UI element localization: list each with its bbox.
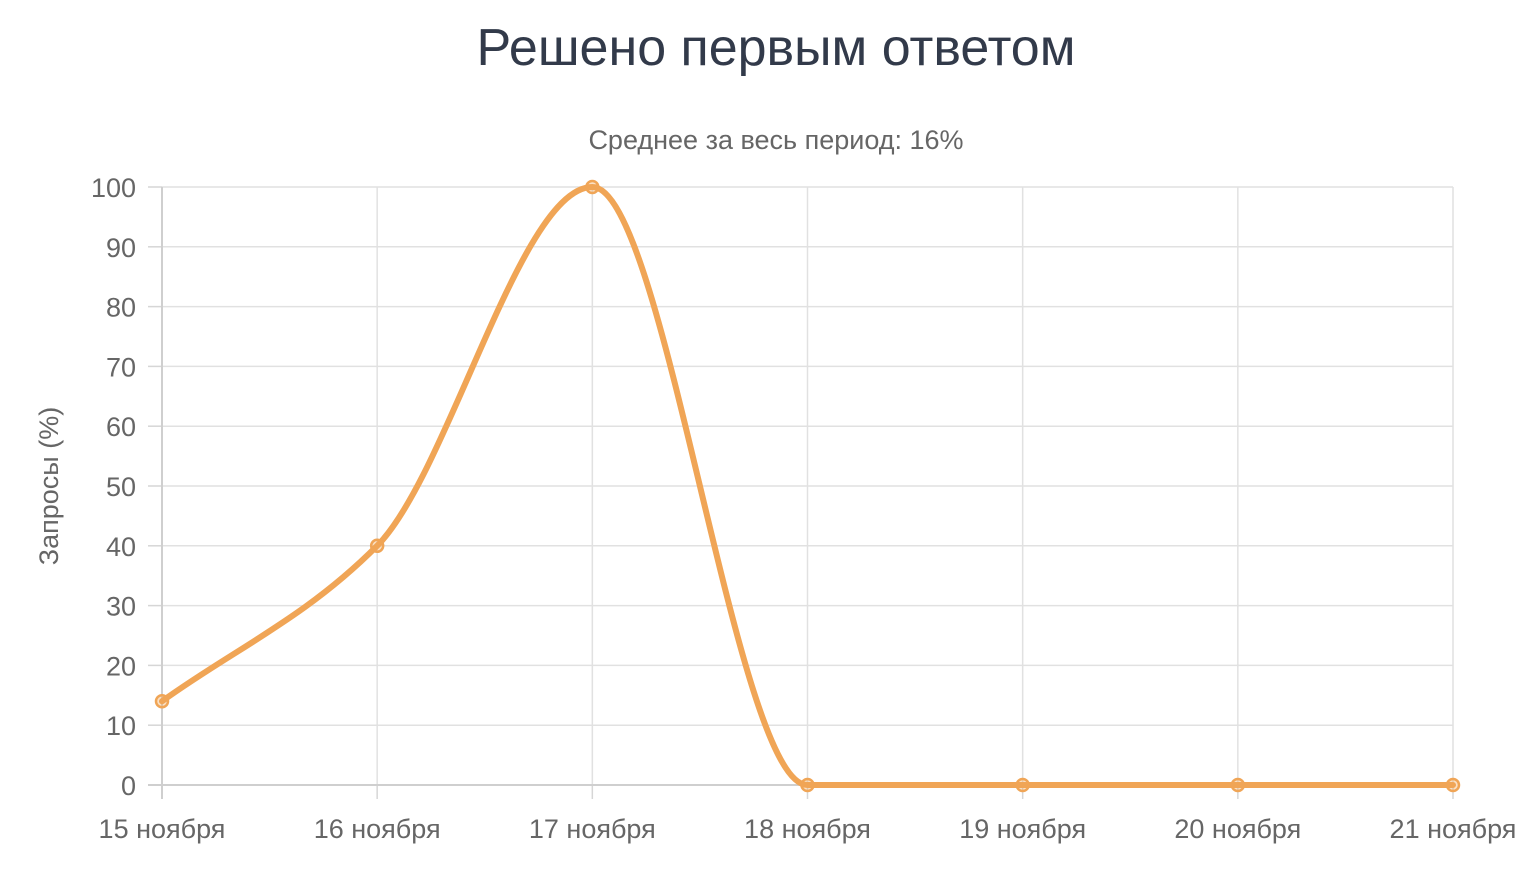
data-point <box>369 538 385 554</box>
x-tick-labels: 15 ноября 16 ноября 17 ноября 18 ноября 19 н… <box>99 814 1517 844</box>
data-point <box>800 777 815 793</box>
y-tick-label: 80 <box>106 293 136 323</box>
y-axis-title: Запросы (%) <box>34 407 64 565</box>
y-tick-label: 10 <box>106 711 136 741</box>
y-tick-label: 20 <box>106 651 136 681</box>
grid-lines <box>148 186 1454 799</box>
chart-subtitle: Среднее за весь период: 16% <box>588 125 964 155</box>
y-tick-label: 70 <box>106 352 136 382</box>
y-tick-label: 50 <box>106 472 136 502</box>
x-tick-label: 18 ноября <box>744 814 871 844</box>
series <box>154 179 1461 793</box>
data-point <box>154 694 170 709</box>
x-tick-label: 16 ноября <box>314 814 441 844</box>
data-point <box>1015 777 1030 793</box>
x-tick-label: 19 ноября <box>959 814 1086 844</box>
series-line <box>159 184 1456 789</box>
x-tick-label: 17 ноября <box>529 814 656 844</box>
data-point <box>585 179 600 195</box>
chart-title: Решено первым ответом <box>476 19 1076 77</box>
y-tick-labels: 0 10 20 30 40 50 60 70 80 90 100 <box>91 173 136 801</box>
x-tick-label: 21 ноября <box>1390 814 1517 844</box>
y-tick-label: 30 <box>106 592 136 622</box>
y-tick-label: 100 <box>91 173 136 203</box>
axes <box>148 187 1453 799</box>
y-tick-label: 40 <box>106 532 136 562</box>
x-tick-label: 15 ноября <box>99 814 226 844</box>
y-tick-label: 60 <box>106 412 136 442</box>
data-point <box>1230 777 1246 793</box>
x-tick-label: 20 ноября <box>1174 814 1301 844</box>
y-tick-label: 90 <box>106 233 136 263</box>
y-tick-label: 0 <box>121 771 136 801</box>
data-point <box>1445 777 1461 793</box>
